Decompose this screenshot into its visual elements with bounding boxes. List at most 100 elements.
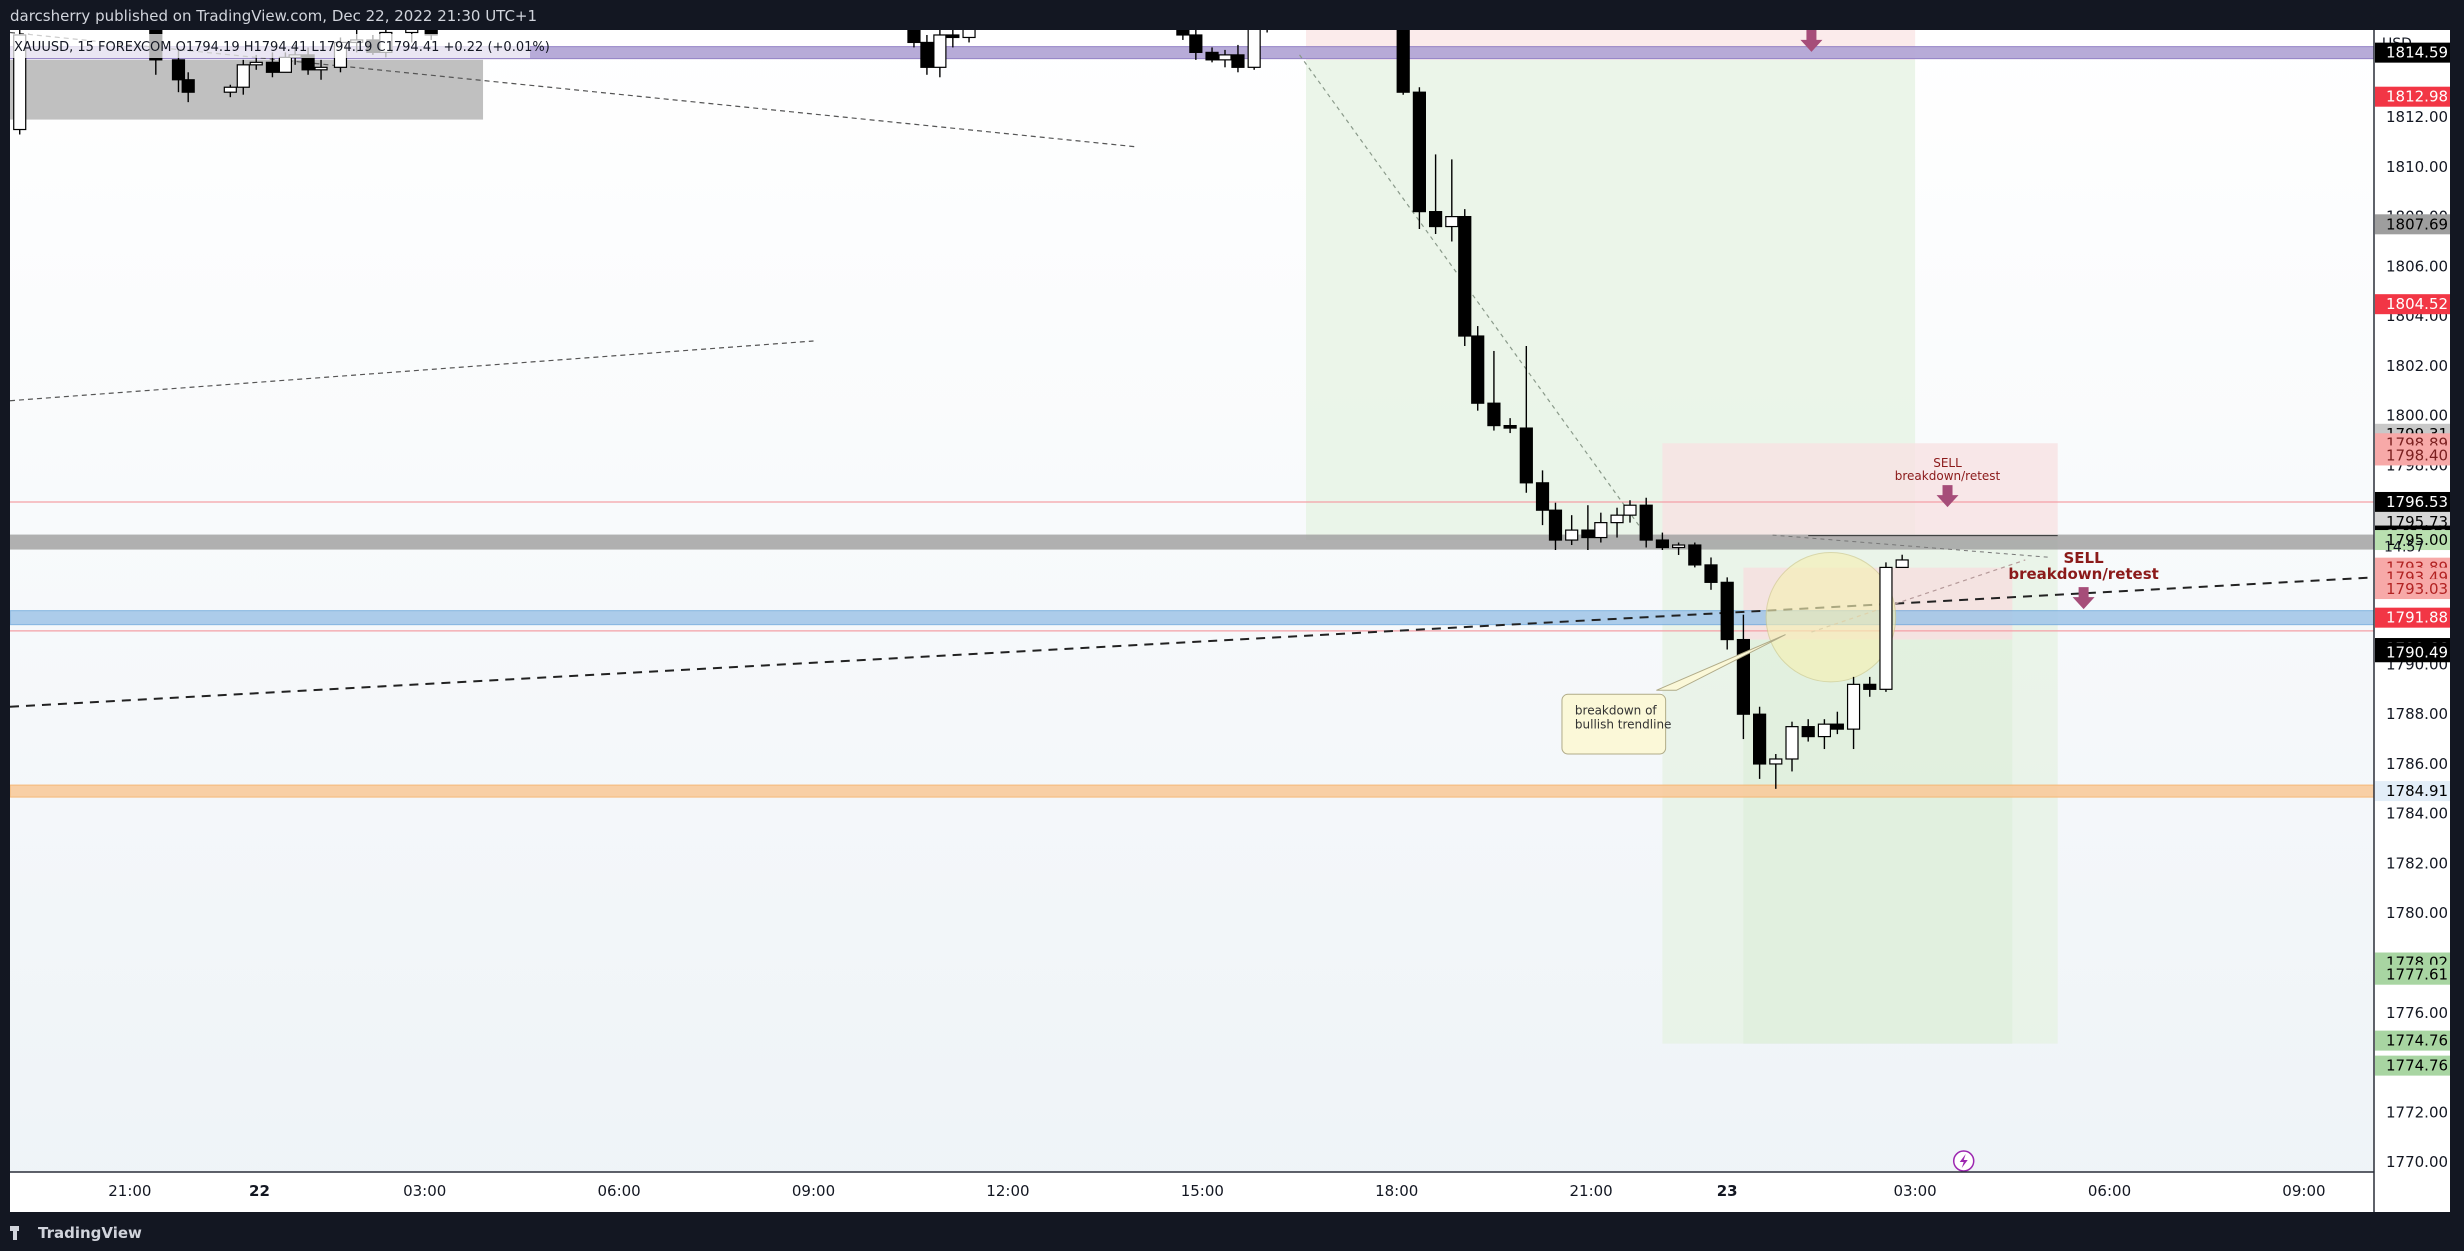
y-tick-label: 1776.00 <box>2386 1004 2448 1022</box>
price-label-text: 1791.88 <box>2386 609 2448 627</box>
candle <box>1671 542 1686 555</box>
x-tick-label: 18:00 <box>1375 1182 1418 1200</box>
sell-arrow-icon <box>1800 30 1823 52</box>
candle-body <box>1863 683 1877 690</box>
plot-layer: SELLbreakdown/retestSELLbreakdown/retest… <box>10 30 2374 1172</box>
sell-label-text: breakdown/retest <box>1895 469 2001 483</box>
candle-body <box>1176 30 1190 36</box>
candle <box>1895 554 1909 569</box>
candle-body <box>1581 529 1595 539</box>
candle-body <box>1412 91 1427 213</box>
price-label: 1807.69 <box>2375 214 2450 235</box>
time-axis-bg <box>10 1172 2374 1212</box>
candle-body <box>223 86 237 93</box>
candle <box>1535 470 1550 526</box>
candle <box>1623 500 1637 523</box>
price-label-text: 1796.53 <box>2386 493 2448 511</box>
price-label: 1795.00 <box>2375 530 2450 551</box>
price-label-text: 1795.00 <box>2386 531 2448 549</box>
sell-arrow-icon <box>1936 485 1959 508</box>
candle-body <box>1565 529 1579 541</box>
candle-body <box>1519 427 1533 484</box>
candle <box>1458 209 1472 346</box>
candle <box>907 30 921 48</box>
candle <box>1445 159 1459 242</box>
candle <box>1688 542 1702 568</box>
candle <box>1412 87 1427 230</box>
price-label: 1784.91 <box>2375 781 2450 802</box>
drop-projection-line <box>1299 54 1650 541</box>
candle-body <box>1487 402 1501 427</box>
price-label-bg <box>2375 642 2450 663</box>
y-tick-label: 1770.00 <box>2386 1153 2448 1171</box>
candle-body <box>1218 54 1232 61</box>
sell-arrow-icon <box>2072 587 2095 610</box>
price-label-text: 1814.59 <box>2386 44 2448 62</box>
candle <box>1752 706 1767 779</box>
candle-body <box>920 41 934 68</box>
candle <box>223 84 237 98</box>
candle <box>1655 532 1670 550</box>
price-label: 1798.40 <box>2375 445 2450 466</box>
price-label-bg <box>2375 530 2450 551</box>
price-label-bg <box>2375 214 2450 235</box>
candle-body <box>1895 559 1909 569</box>
candle-body <box>278 56 292 73</box>
candle <box>1581 505 1595 550</box>
x-tick-label: 09:00 <box>2282 1182 2325 1200</box>
price-label-bg <box>2375 445 2450 466</box>
candle-body <box>1720 581 1734 641</box>
candle <box>236 59 250 95</box>
candle-countdown: 14:57 <box>2384 540 2424 556</box>
chart-area[interactable]: SELL breakdown/retest SELL breakdown/retest… <box>10 30 2450 1212</box>
candle <box>946 30 960 48</box>
candle <box>1769 754 1783 789</box>
candle <box>1503 418 1517 434</box>
price-label-text: 1812.98 <box>2386 88 2448 106</box>
candle-body <box>1801 726 1815 738</box>
price-label-text: 1774.76 <box>2386 1032 2448 1050</box>
candlestick-chart[interactable]: SELLbreakdown/retestSELLbreakdown/retest… <box>10 30 2450 1212</box>
callout-box <box>1561 693 1667 755</box>
support-band-1790 <box>10 610 2374 626</box>
candle-body <box>1503 424 1517 429</box>
candle-body <box>1548 509 1563 541</box>
candle <box>314 59 328 80</box>
price-label: 1796.53 <box>2375 491 2450 512</box>
candle-body <box>933 34 947 68</box>
candle <box>962 30 976 43</box>
y-tick-label: 1800.00 <box>2386 407 2448 425</box>
sell-label-text: breakdown/retest <box>2008 565 2158 583</box>
candle-body <box>1396 30 1410 93</box>
x-tick-label: 23 <box>1717 1182 1738 1200</box>
candle <box>1189 30 1203 60</box>
candle-body <box>249 61 263 66</box>
candle-body <box>236 64 250 88</box>
y-tick-label: 1810.00 <box>2386 158 2448 176</box>
symbol-info: XAUUSD, 15 FOREXCOM O1794.19 H1794.41 L1… <box>14 40 550 55</box>
candle-body <box>1655 539 1670 549</box>
candle-body <box>1428 211 1443 228</box>
brand-name: TradingView <box>38 1224 142 1242</box>
candle-body <box>907 30 921 44</box>
candle-body <box>314 66 328 71</box>
price-label-text: 1777.61 <box>2386 966 2448 984</box>
price-label-bg <box>2375 1055 2450 1076</box>
tradingview-logo[interactable]: TradingView <box>10 1224 142 1242</box>
price-label-bg <box>2375 579 2450 600</box>
candle <box>933 30 947 78</box>
price-label-bg <box>2375 491 2450 512</box>
candle-body <box>181 79 195 93</box>
y-tick-label: 1786.00 <box>2386 755 2448 773</box>
price-label-text: 1804.52 <box>2386 295 2448 313</box>
callout-pointer <box>1656 634 1786 691</box>
price-label-bg <box>2375 42 2450 63</box>
sell-label-title: SELL <box>2064 549 2105 567</box>
candle-body <box>1704 564 1718 583</box>
x-tick-label: 21:00 <box>1570 1182 1613 1200</box>
lightning-icon <box>1952 1150 1975 1172</box>
candle-body <box>1458 216 1472 337</box>
candle <box>1487 350 1501 431</box>
retest-projection-line-2 <box>1772 534 2052 558</box>
